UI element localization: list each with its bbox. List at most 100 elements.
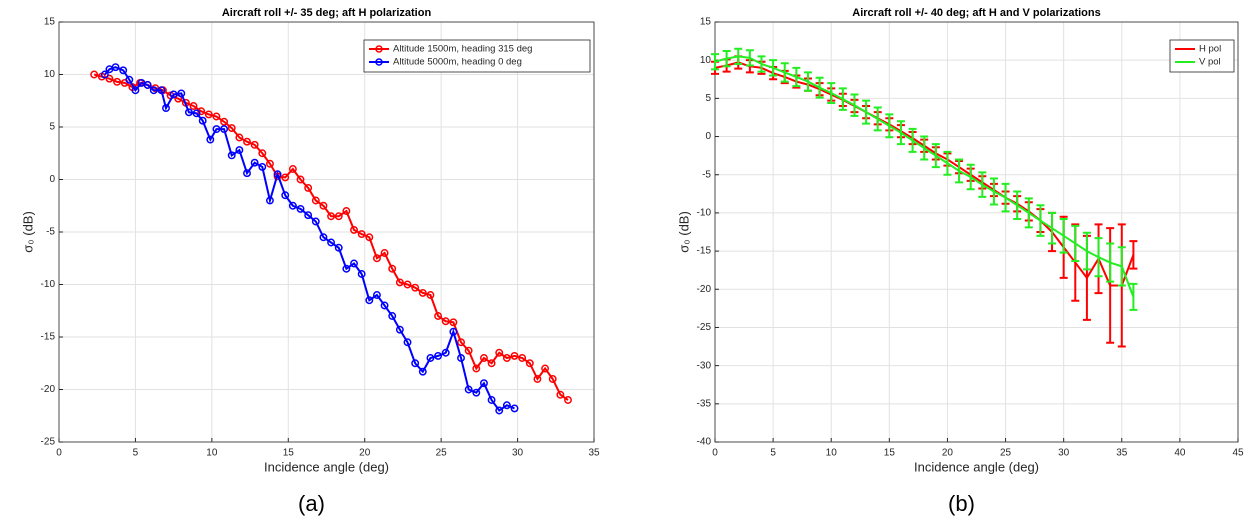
marker	[411, 359, 420, 368]
marker	[319, 233, 328, 242]
marker	[472, 364, 481, 373]
legend-marker	[375, 58, 383, 66]
marker	[149, 86, 158, 95]
marker	[541, 364, 550, 373]
x-tick-label: 40	[1174, 448, 1186, 459]
marker	[342, 264, 351, 273]
y-tick-label: -5	[46, 227, 55, 238]
marker	[90, 70, 99, 79]
error-bar	[1094, 237, 1103, 278]
x-tick-label: 5	[770, 448, 776, 459]
y-tick-label: 0	[49, 174, 55, 185]
marker	[304, 211, 313, 220]
caption: (a)	[298, 491, 325, 516]
marker	[177, 89, 186, 98]
y-tick-label: -25	[41, 437, 56, 448]
marker	[525, 359, 534, 368]
error-bar	[1024, 197, 1033, 229]
marker	[258, 162, 267, 171]
marker	[265, 159, 274, 168]
legend-label: Altitude 1500m, heading 315 deg	[393, 44, 532, 55]
marker	[449, 318, 458, 327]
marker	[495, 348, 504, 357]
error-bar	[792, 66, 801, 88]
marker	[119, 66, 128, 75]
error-bar	[1129, 240, 1138, 270]
error-bar	[803, 71, 812, 92]
marker	[258, 149, 267, 158]
x-tick-label: 35	[1116, 448, 1128, 459]
x-tick-label: 35	[588, 448, 600, 459]
marker	[311, 196, 320, 205]
marker	[372, 254, 381, 263]
caption: (b)	[948, 491, 975, 516]
error-bar	[862, 99, 871, 125]
axes-box	[714, 21, 1239, 443]
marker	[564, 396, 572, 404]
marker	[457, 338, 465, 347]
error-bar	[722, 50, 731, 68]
marker	[388, 312, 397, 320]
marker	[212, 112, 221, 121]
error-bar	[955, 158, 964, 184]
marker	[198, 116, 207, 125]
marker	[131, 86, 140, 95]
y-tick-label: -20	[697, 284, 712, 295]
marker	[426, 291, 435, 299]
marker	[548, 375, 557, 383]
marker	[418, 288, 427, 297]
error-bar	[827, 82, 836, 104]
marker	[105, 74, 114, 83]
x-tick-label: 45	[1232, 448, 1244, 459]
marker	[510, 404, 519, 413]
marker	[319, 201, 328, 210]
marker	[365, 233, 374, 242]
x-tick-label: 0	[56, 448, 62, 459]
y-axis-label: σ₀ (dB)	[20, 211, 35, 253]
error-bar	[1036, 204, 1045, 237]
marker	[192, 109, 201, 118]
error-bar	[745, 49, 754, 67]
marker	[227, 151, 236, 160]
marker	[113, 77, 122, 86]
marker	[395, 325, 404, 334]
marker	[479, 354, 488, 362]
x-tick-label: 25	[1000, 448, 1012, 459]
marker	[296, 175, 305, 184]
marker	[357, 230, 366, 239]
error-bar	[920, 135, 929, 161]
marker	[533, 375, 542, 383]
marker	[212, 125, 221, 134]
x-axis-label: Incidence angle (deg)	[914, 459, 1039, 474]
marker	[220, 125, 229, 134]
marker	[449, 327, 458, 336]
marker	[100, 70, 109, 79]
error-bar	[1117, 246, 1126, 287]
y-tick-label: 5	[49, 122, 55, 133]
error-bar	[908, 127, 917, 153]
marker	[350, 225, 358, 234]
marker	[350, 259, 358, 268]
y-tick-label: -30	[697, 360, 712, 371]
marker	[162, 104, 170, 113]
marker	[235, 133, 244, 142]
chart-title: Aircraft roll +/- 35 deg; aft H polariza…	[222, 7, 432, 19]
marker	[464, 346, 473, 355]
y-tick-label: 15	[44, 17, 56, 28]
y-tick-label: 15	[700, 17, 712, 28]
y-tick-label: -20	[41, 384, 56, 395]
marker	[487, 359, 496, 368]
error-bar	[1129, 282, 1138, 311]
error-bar	[989, 177, 998, 206]
marker	[441, 348, 450, 357]
marker	[311, 217, 320, 226]
error-bar	[780, 62, 789, 83]
marker	[357, 270, 366, 278]
marker	[334, 243, 343, 252]
marker	[441, 317, 450, 326]
error-bar	[769, 59, 778, 77]
x-tick-label: 20	[942, 448, 954, 459]
y-tick-label: 5	[705, 93, 711, 104]
error-bar	[1013, 190, 1022, 221]
